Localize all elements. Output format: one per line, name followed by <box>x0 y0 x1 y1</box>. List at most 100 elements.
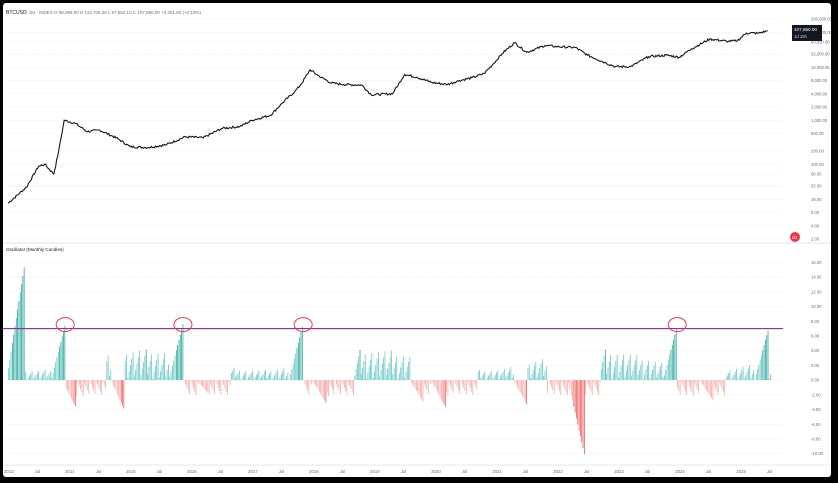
histogram-bar <box>235 377 236 381</box>
histogram-bar <box>29 375 30 381</box>
histogram-bar <box>439 380 441 397</box>
histogram-bar <box>603 356 605 381</box>
histogram-bar <box>562 380 564 386</box>
histogram-bar <box>21 284 22 381</box>
histogram-bar <box>604 349 606 381</box>
histogram-bar <box>143 362 144 381</box>
histogram-bar <box>477 372 479 381</box>
histogram-bar <box>316 380 318 388</box>
histogram-bar <box>736 368 737 381</box>
histogram-bar <box>492 379 493 381</box>
histogram-bar <box>615 360 617 381</box>
histogram-bar <box>292 363 294 381</box>
histogram-bar <box>425 380 426 387</box>
histogram-bar <box>568 380 569 383</box>
histogram-bar <box>535 361 537 381</box>
histogram-bar <box>297 342 299 381</box>
price-axis[interactable]: 200,000.00100,000.0060,000.0032,000.0016… <box>811 17 831 242</box>
histogram-bar <box>262 374 264 381</box>
time-tick-label: 2023 <box>614 469 624 474</box>
histogram-bar <box>482 373 484 381</box>
histogram-bar <box>60 341 62 381</box>
histogram-bar <box>480 378 482 381</box>
indicator-tick-label: 12.00 <box>811 289 822 294</box>
histogram-bar <box>290 374 291 381</box>
histogram-bar <box>291 369 293 381</box>
histogram-bar <box>522 380 524 397</box>
histogram-bar <box>381 363 383 381</box>
histogram-bar <box>179 334 181 381</box>
time-tick-label: Jul <box>340 469 346 474</box>
histogram-bar <box>475 380 476 386</box>
time-tick-label: 2017 <box>248 469 258 474</box>
histogram-bar <box>576 380 577 419</box>
time-tick-label: Jul <box>401 469 407 474</box>
histogram-bar <box>102 380 104 382</box>
current-price-badge: 107,850.00 1d 10h <box>792 25 822 41</box>
histogram-bar <box>414 380 416 389</box>
histogram-bar <box>353 380 354 396</box>
histogram-bar <box>720 380 722 386</box>
indicator-axis[interactable]: 16.00 14.00 12.00 10.00 8.00 6.00 4.00 2.00 0.00… <box>811 260 824 456</box>
histogram-bar <box>261 376 262 381</box>
histogram-bar <box>664 375 665 381</box>
histogram-bar <box>589 380 590 388</box>
histogram-bar <box>15 317 17 381</box>
histogram-bar <box>747 368 749 381</box>
histogram-bar <box>666 365 668 381</box>
histogram-bar <box>124 360 126 381</box>
histogram-bar <box>473 380 475 383</box>
histogram-bar <box>90 380 92 384</box>
histogram-bar <box>136 363 138 381</box>
histogram-bar <box>767 330 769 381</box>
histogram-bar <box>673 339 674 381</box>
alert-badge[interactable]: 1D <box>790 232 800 242</box>
histogram-bar <box>514 380 516 383</box>
indicator-title: Oscillator (Monthly Candles) <box>6 247 64 252</box>
histogram-bar <box>446 380 447 393</box>
time-axis[interactable]: 2013 Jul 2014 Jul 2015 Jul 2016 Jul 2017 Jul 2018 J… <box>3 464 831 474</box>
histogram-bar <box>469 380 471 389</box>
histogram-bar <box>44 369 46 381</box>
histogram-bar <box>707 380 709 393</box>
histogram-bar <box>422 380 424 402</box>
histogram-bar <box>625 371 627 381</box>
histogram-bar <box>328 380 329 397</box>
histogram-bar <box>231 372 232 381</box>
histogram-bar <box>238 370 240 381</box>
histogram-bar <box>199 380 201 385</box>
histogram-bar <box>187 380 189 391</box>
histogram-bar <box>721 380 723 389</box>
histogram-bar <box>257 372 259 381</box>
histogram-bar <box>371 353 373 381</box>
histogram-bar <box>409 356 411 381</box>
histogram-bar <box>73 380 75 404</box>
histogram-bar <box>524 380 526 402</box>
histogram-bar <box>456 380 458 387</box>
time-tick-label: 2025 <box>736 469 746 474</box>
histogram-bar <box>417 380 419 393</box>
histogram-bar <box>375 364 377 381</box>
histogram-bar <box>366 379 367 381</box>
histogram-bar <box>762 349 764 381</box>
histogram-bar <box>339 380 341 395</box>
histogram-bar <box>315 380 316 386</box>
histogram-bar <box>430 380 432 385</box>
histogram-bar <box>463 380 465 388</box>
histogram-bar <box>636 355 638 381</box>
indicator-tick-label: 8.00 <box>811 319 820 324</box>
histogram-bar <box>682 380 684 385</box>
peak-circle-annotation <box>173 317 193 333</box>
histogram-bar <box>648 361 650 381</box>
histogram-bar <box>266 378 268 381</box>
histogram-bar <box>190 380 192 382</box>
histogram-bar <box>503 368 505 381</box>
histogram-bar <box>593 380 594 382</box>
histogram-bar <box>619 371 621 381</box>
histogram-bar <box>164 353 165 381</box>
histogram-bar <box>602 362 604 381</box>
indicator-pane: Oscillator (Monthly Candles) 16.0014.001… <box>3 247 824 456</box>
histogram-bar <box>14 326 16 381</box>
histogram-bar <box>189 380 190 395</box>
histogram-bar <box>670 349 672 381</box>
